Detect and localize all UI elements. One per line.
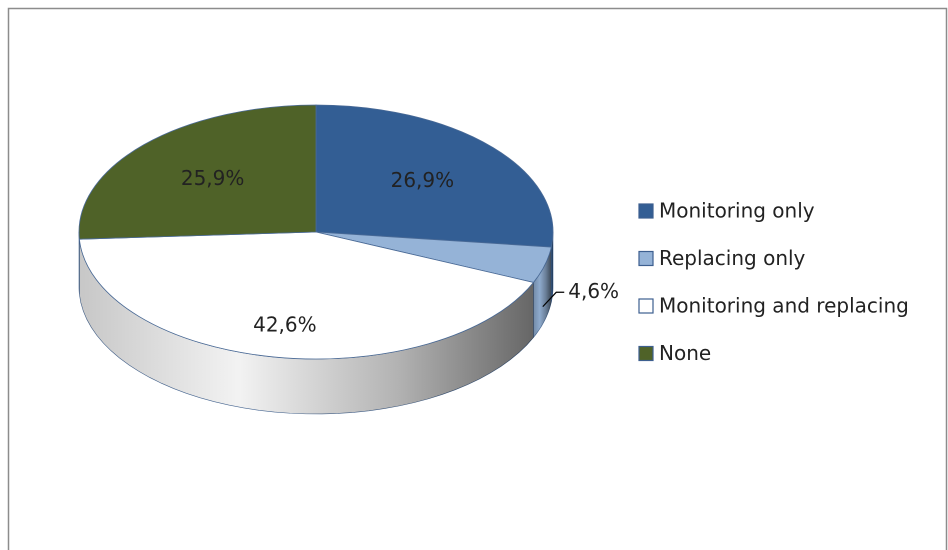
- data-label: 42,6%: [253, 312, 317, 336]
- chart-frame: [7, 7, 948, 550]
- side-shading: [533, 247, 552, 338]
- legend-label: Replacing only: [659, 246, 806, 270]
- slice: [78, 231, 535, 360]
- slice: [78, 104, 317, 240]
- data-label: 4,6%: [568, 279, 619, 303]
- data-label: 25,9%: [181, 166, 245, 190]
- legend-label: Monitoring and replacing: [659, 294, 909, 318]
- legend-swatch: [638, 250, 654, 267]
- data-label: 26,9%: [391, 168, 455, 192]
- legend-label: Monitoring only: [659, 199, 815, 223]
- legend-swatch: [638, 298, 654, 314]
- side-shading: [79, 239, 534, 414]
- slice: [315, 104, 554, 248]
- legend-swatch: [638, 345, 654, 362]
- leader-line: [542, 291, 565, 308]
- legend-label: None: [659, 341, 711, 365]
- legend-swatch: [638, 203, 654, 219]
- side-shading: [551, 232, 553, 303]
